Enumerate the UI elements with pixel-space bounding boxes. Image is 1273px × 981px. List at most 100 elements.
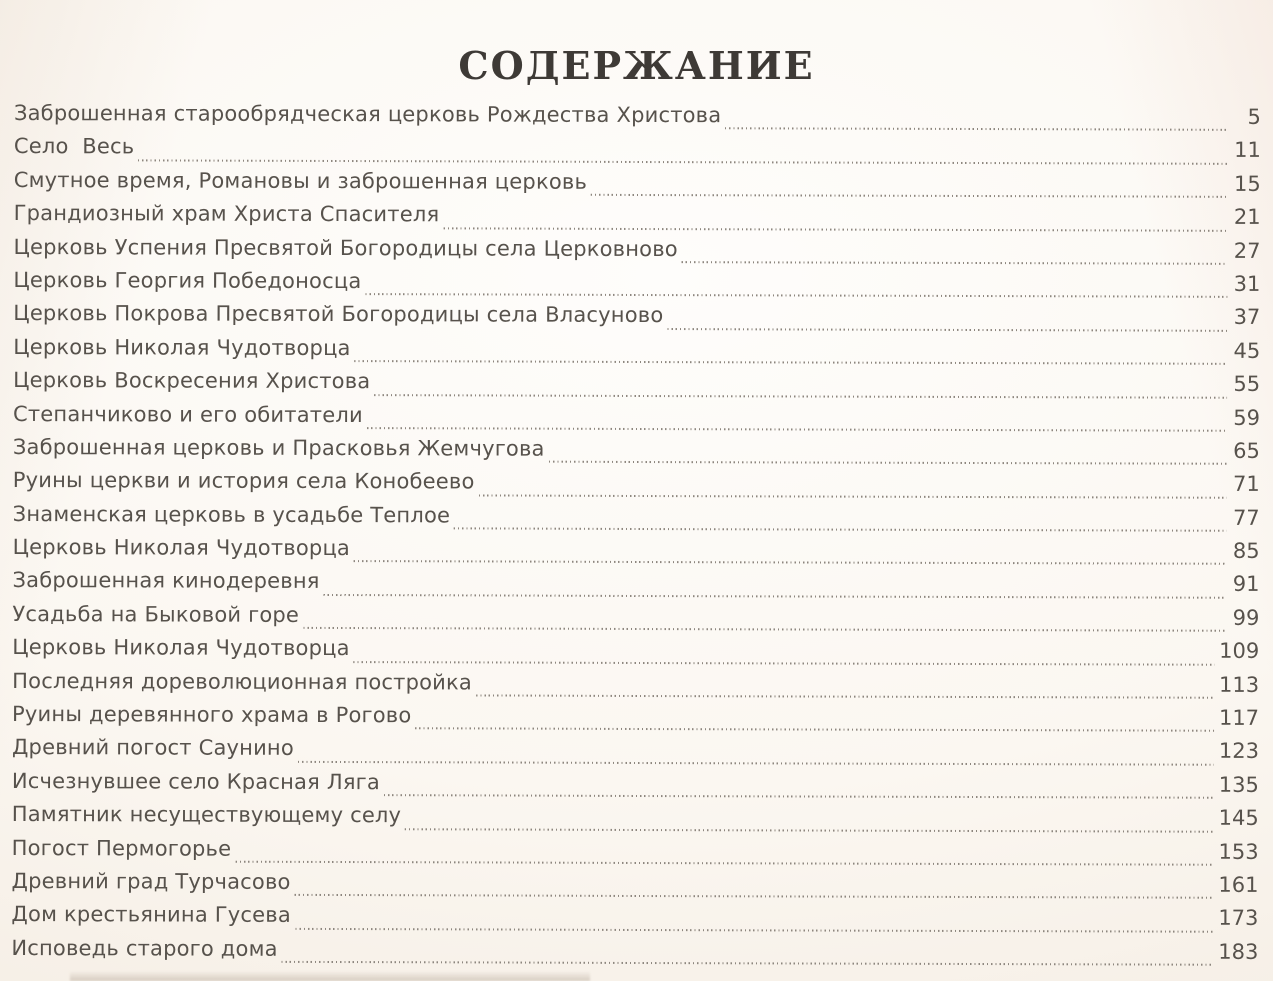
toc-entry: Степанчиково и его обитатели 59 [13, 402, 1260, 439]
toc-entry-label: Руины церкви и история села Конобеево [12, 468, 475, 494]
toc-entry-label: Церковь Покрова Пресвятой Богородицы сел… [13, 301, 664, 328]
toc-entry-page-number: 65 [1233, 438, 1260, 463]
toc-entry-label: Церковь Николая Чудотворца [12, 635, 350, 661]
toc-entry-label: Заброшенная кинодеревня [12, 568, 320, 594]
dotted-leader [591, 193, 1228, 198]
toc-entry-page-number: 27 [1233, 238, 1261, 263]
dotted-leader [454, 527, 1227, 532]
toc-entry-page-number: 37 [1233, 305, 1261, 330]
toc-title: СОДЕРЖАНИЕ [458, 43, 815, 89]
toc-entry: Церковь Николая Чудотворца 45 [13, 335, 1260, 372]
dotted-leader [281, 961, 1214, 966]
dotted-leader [405, 827, 1214, 833]
toc-entry: Село Весь 11 [14, 134, 1261, 171]
dotted-leader [235, 860, 1214, 866]
toc-entry-label: Погост Пермогорье [11, 835, 232, 861]
toc-entry: Церковь Николая Чудотворца 109 [12, 635, 1259, 672]
toc-entry: Церковь Георгия Победоносца 31 [13, 268, 1260, 305]
dotted-leader [353, 560, 1227, 566]
dotted-leader [366, 427, 1227, 432]
toc-entry: Древний град Турчасово 161 [11, 868, 1259, 906]
toc-entry-page-number: 123 [1218, 739, 1260, 764]
toc-entry: Руины церкви и история села Конобеево 71 [13, 468, 1260, 505]
toc-entry-label: Руины деревянного храма в Рогово [12, 702, 412, 728]
toc-entry: Церковь Воскресения Христова 55 [13, 368, 1260, 405]
dotted-leader [303, 627, 1227, 633]
toc-entry: Исчезнувшее село Красная Ляга 135 [12, 769, 1259, 806]
toc-entry-label: Заброшенная церковь и Прасковья Жемчугов… [12, 434, 545, 461]
toc-entry-page-number: 71 [1233, 472, 1260, 497]
toc-entry-label: Дом крестьянина Гусева [11, 902, 291, 928]
toc-entry: Последняя дореволюционная постройка 113 [12, 669, 1259, 706]
toc-entry-page-number: 113 [1219, 672, 1260, 697]
dotted-leader [294, 927, 1214, 933]
toc-entry-label: Знаменская церковь в усадьбе Теплое [12, 501, 451, 528]
dotted-leader [374, 393, 1228, 399]
dotted-leader [725, 127, 1228, 132]
dotted-leader [681, 261, 1228, 265]
toc-entry: Церковь Покрова Пресвятой Богородицы сел… [13, 301, 1260, 338]
toc-entry-label: Усадьба на Быковой горе [12, 601, 300, 627]
toc-entry-page-number: 183 [1218, 939, 1259, 964]
toc-entry-page-number: 161 [1218, 872, 1259, 897]
toc-entry-page-number: 109 [1219, 639, 1260, 664]
toc-entry-page-number: 5 [1247, 104, 1261, 129]
toc-entry-label: Степанчиково и его обитатели [12, 401, 363, 427]
toc-entry-page-number: 11 [1234, 138, 1261, 163]
toc-entry: Смутное время, Романовы и заброшенная це… [14, 168, 1261, 205]
dotted-leader [415, 727, 1214, 733]
toc-entry: Церковь Николая Чудотворца 85 [13, 535, 1260, 572]
dotted-leader [478, 494, 1227, 499]
toc-entry-label: Смутное время, Романовы и заброшенная це… [13, 167, 588, 194]
dotted-leader [383, 794, 1214, 799]
toc-entry: Погост Пермогорье 153 [12, 836, 1259, 873]
dotted-leader [475, 694, 1215, 699]
toc-entry: Древний погост Саунино 123 [12, 735, 1259, 772]
toc-entry: Усадьба на Быковой горе 99 [12, 602, 1259, 639]
toc-entry: Церковь Успения Пресвятой Богородицы сел… [13, 234, 1261, 272]
toc-entry: Заброшенная кинодеревня 91 [12, 568, 1260, 605]
toc-entry-label: Древний град Турчасово [11, 868, 291, 894]
dotted-leader [138, 159, 1228, 165]
toc-entry: Заброшенная старообрядческая церковь Рож… [14, 101, 1261, 138]
toc-entry-label: Село Весь [13, 134, 135, 159]
toc-entry-page-number: 77 [1232, 505, 1260, 530]
toc-entry-page-number: 21 [1233, 205, 1261, 230]
toc-entry-page-number: 99 [1232, 605, 1260, 630]
toc-entry-page-number: 55 [1233, 371, 1261, 397]
toc-entry: Исповедь старого дома 183 [11, 936, 1258, 973]
toc-entry-label: Исповедь старого дома [11, 935, 278, 961]
dotted-leader [297, 760, 1214, 766]
toc-entry-page-number: 59 [1233, 405, 1261, 430]
dotted-leader [294, 894, 1214, 900]
toc-entry-label: Грандиозный храм Христа Спасителя [13, 201, 440, 227]
toc-entry-page-number: 31 [1233, 271, 1261, 296]
dotted-leader [548, 460, 1227, 466]
toc-entry: Руины деревянного храма в Рогово 117 [12, 702, 1259, 739]
toc-entry: Заброшенная церковь и Прасковья Жемчугов… [13, 435, 1260, 472]
toc-entry-page-number: 145 [1218, 805, 1259, 831]
dotted-leader [323, 593, 1227, 599]
toc-entry-page-number: 173 [1218, 906, 1259, 931]
toc-entry-label: Церковь Успения Пресвятой Богородицы сел… [13, 234, 678, 261]
toc-entry-label: Церковь Николая Чудотворца [13, 334, 351, 360]
dotted-leader [365, 293, 1228, 299]
toc-entry-page-number: 153 [1218, 839, 1259, 864]
toc-entry-page-number: 135 [1218, 772, 1259, 797]
toc-entry-label: Исчезнувшее село Красная Ляга [11, 768, 381, 794]
toc-entry-label: Заброшенная старообрядческая церковь Рож… [13, 101, 722, 128]
toc-entry-label: Церковь Георгия Победоносца [13, 267, 362, 294]
page-curl-shadow [70, 971, 590, 981]
toc-entry: Грандиозный храм Христа Спасителя 21 [14, 201, 1261, 238]
toc-entry-page-number: 117 [1218, 705, 1260, 730]
toc-entry-label: Древний погост Саунино [11, 735, 294, 761]
toc-entry-label: Церковь Воскресения Христова [13, 368, 371, 394]
dotted-leader [443, 226, 1228, 232]
toc-list: Заброшенная старообрядческая церковь Рож… [11, 101, 1261, 973]
toc-entry-page-number: 45 [1233, 338, 1261, 363]
dotted-leader [353, 660, 1215, 666]
toc-entry: Памятник несуществующему селу 145 [12, 802, 1259, 839]
toc-entry-label: Памятник несуществующему селу [11, 802, 402, 828]
toc-entry-page-number: 91 [1232, 572, 1260, 597]
toc-entry-label: Церковь Николая Чудотворца [12, 535, 351, 561]
